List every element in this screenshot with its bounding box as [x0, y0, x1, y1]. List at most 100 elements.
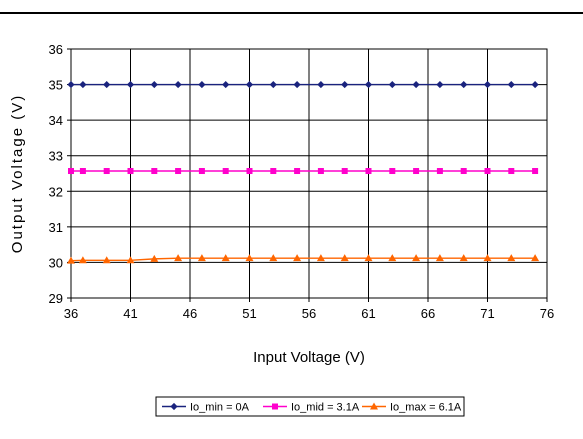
data-point — [198, 168, 205, 175]
data-point — [126, 80, 135, 89]
data-point — [175, 168, 182, 175]
data-point — [245, 80, 254, 89]
data-point — [103, 168, 110, 175]
data-point — [151, 168, 158, 175]
legend-label: Io_max = 6.1A — [390, 402, 462, 414]
data-point — [67, 80, 75, 89]
data-point — [269, 254, 278, 262]
data-point — [67, 256, 75, 264]
x-tick-label: 41 — [123, 306, 137, 321]
data-point — [483, 254, 492, 262]
y-tick-label: 29 — [49, 291, 63, 306]
data-point — [364, 80, 373, 89]
data-point — [341, 168, 348, 175]
data-point — [317, 168, 324, 175]
data-point — [174, 254, 183, 262]
data-point — [412, 80, 420, 89]
y-tick-label: 33 — [49, 149, 63, 164]
data-point — [459, 254, 468, 262]
y-tick-label: 31 — [49, 220, 63, 235]
data-point — [460, 168, 467, 175]
x-tick-label: 76 — [540, 306, 554, 321]
data-point — [483, 80, 492, 89]
data-point — [269, 80, 277, 89]
y-axis-title: Output Voltage (V) — [9, 94, 26, 253]
x-tick-label: 66 — [421, 306, 435, 321]
series-group — [67, 80, 540, 264]
data-point — [388, 80, 396, 89]
data-point — [102, 256, 111, 264]
legend-marker — [370, 402, 378, 410]
y-tick-label: 34 — [49, 113, 63, 128]
y-tick-label: 35 — [49, 78, 63, 93]
x-tick-label: 71 — [480, 306, 494, 321]
data-point — [531, 254, 540, 262]
data-point — [507, 254, 516, 262]
data-point — [222, 80, 230, 89]
data-point — [68, 168, 74, 175]
x-axis-tick-labels: 36 41 46 51 56 61 66 71 76 — [64, 306, 554, 321]
data-point — [532, 168, 539, 175]
data-point — [126, 256, 135, 264]
series-3 — [67, 254, 540, 264]
data-point — [79, 168, 86, 175]
y-tick-label: 30 — [49, 255, 63, 270]
data-point — [150, 254, 159, 262]
data-point — [174, 80, 182, 89]
data-point — [317, 80, 325, 89]
legend-entry: Io_max = 6.1A — [362, 402, 462, 414]
x-axis-title: Input Voltage (V) — [253, 349, 365, 366]
data-point — [531, 80, 539, 89]
legend-marker — [272, 403, 278, 410]
series-1 — [67, 80, 539, 89]
data-point — [150, 80, 158, 89]
legend-label: Io_mid = 3.1A — [291, 402, 360, 414]
data-point — [316, 254, 325, 262]
series-2 — [68, 168, 539, 175]
data-point — [460, 80, 468, 89]
data-point — [340, 254, 349, 262]
data-point — [245, 254, 254, 262]
data-point — [221, 254, 230, 262]
x-tick-label: 36 — [64, 306, 78, 321]
legend-label: Io_min = 0A — [190, 402, 250, 414]
x-tick-label: 51 — [242, 306, 256, 321]
y-axis-tick-labels: 29 30 31 32 33 34 35 36 — [49, 42, 63, 306]
data-point — [78, 256, 87, 264]
y-tick-label: 36 — [49, 42, 63, 57]
data-point — [412, 254, 421, 262]
legend-entry: Io_mid = 3.1A — [263, 402, 360, 414]
legend-entry: Io_min = 0A — [162, 402, 250, 414]
x-tick-label: 56 — [302, 306, 316, 321]
data-point — [103, 80, 111, 89]
data-point — [197, 254, 206, 262]
data-point — [508, 168, 515, 175]
y-tick-label: 32 — [49, 184, 63, 199]
data-point — [436, 80, 444, 89]
data-point — [507, 80, 515, 89]
legend-marker — [170, 402, 178, 411]
data-point — [293, 254, 302, 262]
legend-box — [155, 396, 465, 417]
data-point — [388, 254, 397, 262]
data-point — [270, 168, 277, 175]
x-tick-label: 61 — [361, 306, 375, 321]
data-point — [293, 80, 301, 89]
data-point — [246, 168, 253, 175]
data-point — [127, 168, 134, 175]
data-point — [435, 254, 444, 262]
data-point — [341, 80, 349, 89]
data-point — [389, 168, 396, 175]
data-point — [413, 168, 420, 175]
data-point — [198, 80, 206, 89]
data-point — [365, 168, 372, 175]
x-tick-label: 46 — [183, 306, 197, 321]
data-point — [364, 254, 373, 262]
data-point — [484, 168, 491, 175]
grid — [67, 48, 548, 302]
data-point — [294, 168, 301, 175]
data-point — [436, 168, 443, 175]
legend: Io_min = 0A Io_mid = 3.1A Io_max = 6.1A — [155, 396, 465, 417]
data-point — [222, 168, 229, 175]
